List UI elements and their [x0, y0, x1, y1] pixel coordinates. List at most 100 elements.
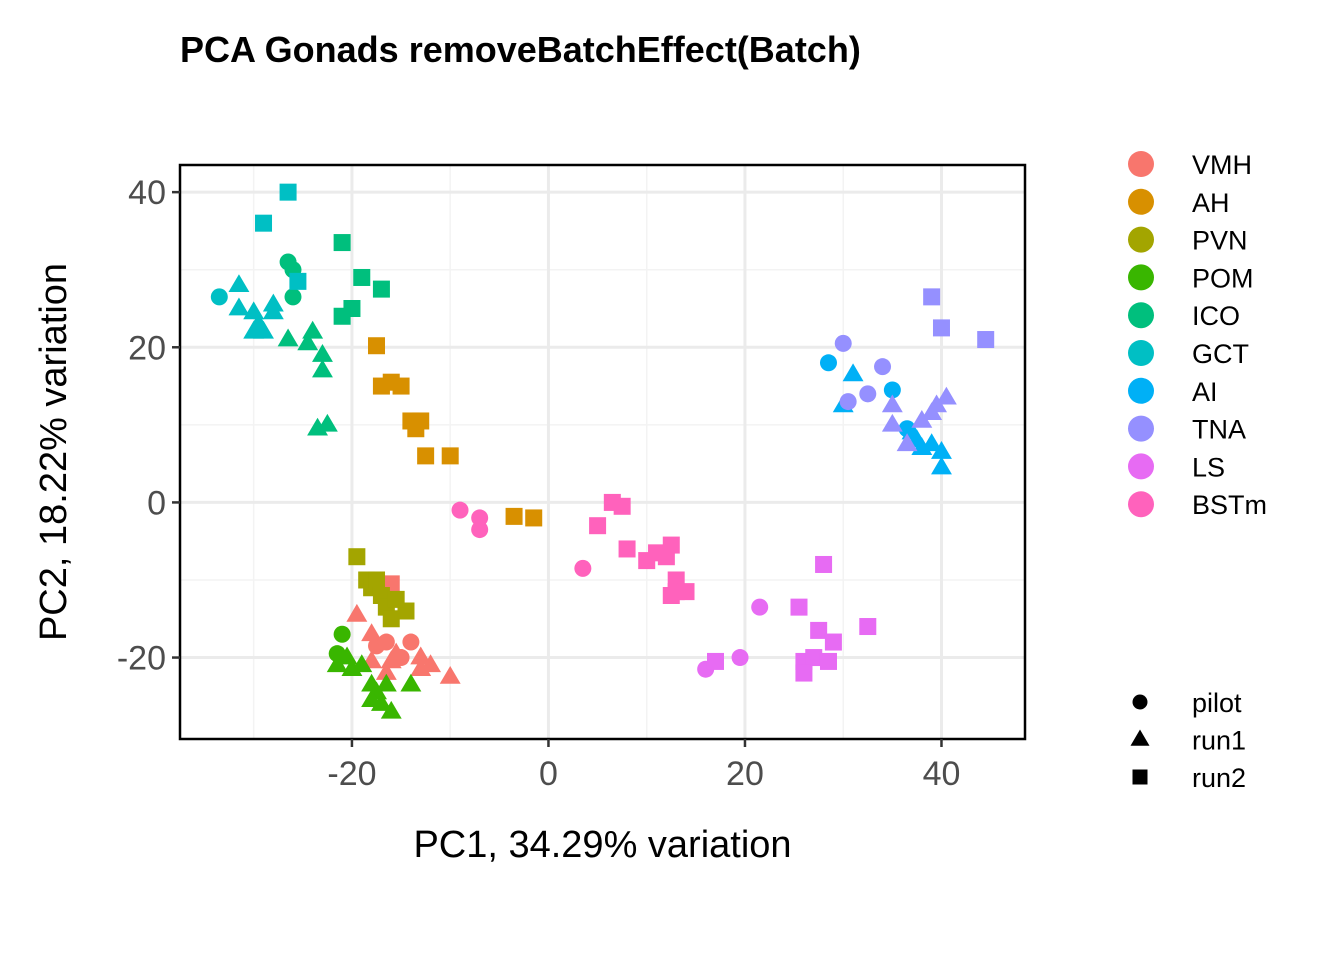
data-point-pom-triangle: [400, 673, 422, 692]
legend-key-ico: [1128, 302, 1154, 329]
data-point-bstm-circle: [451, 501, 469, 519]
data-point-ico-square: [333, 307, 351, 325]
data-point-tna-circle: [839, 393, 857, 411]
legend-item-ico: ICO: [1128, 301, 1240, 331]
data-point-ico-triangle: [297, 332, 319, 351]
legend-item-ah: AH: [1128, 188, 1230, 218]
data-point-bstm-circle: [471, 521, 489, 539]
data-point-vmh-triangle: [439, 665, 461, 684]
data-point-ls-square: [859, 618, 877, 636]
data-point-bstm-circle: [574, 559, 592, 577]
data-point-gct-square: [255, 214, 273, 232]
data-point-tna-triangle: [881, 394, 903, 413]
data-point-pom-triangle: [370, 693, 392, 711]
data-point-ico-triangle: [307, 417, 329, 436]
data-point-tna-circle: [834, 334, 852, 352]
series-vmh: [346, 575, 461, 684]
legend-item-bstm: BSTm: [1128, 490, 1267, 520]
legend-key-ls: [1128, 453, 1154, 480]
x-tick-label: 0: [539, 755, 558, 793]
data-point-ico-triangle: [277, 328, 299, 347]
legend-label: TNA: [1192, 415, 1246, 445]
data-point-ah-square: [525, 509, 543, 527]
data-point-ah-square: [392, 377, 410, 395]
legend-item-vmh: VMH: [1128, 150, 1252, 180]
legend-label: POM: [1192, 263, 1254, 293]
color-legend: VMH AH PVN POM ICO GCT AI TNA LS BSTm: [1128, 150, 1267, 520]
legend-label: ICO: [1192, 301, 1240, 331]
data-point-ico-square: [353, 268, 371, 286]
legend-item-pom: POM: [1128, 263, 1254, 293]
data-point-bstm-square: [589, 517, 607, 535]
legend-label: GCT: [1192, 339, 1249, 369]
data-point-tna-triangle: [896, 433, 918, 452]
data-point-gct-triangle: [262, 301, 284, 320]
data-point-ico-square: [372, 280, 390, 298]
plot-panel: [178, 163, 1027, 741]
legend-label: BSTm: [1192, 490, 1267, 520]
legend-item-gct: GCT: [1128, 339, 1249, 369]
legend-key-gct: [1128, 340, 1154, 366]
legend-key-triangle: [1130, 729, 1150, 746]
data-point-pvn-square: [368, 571, 386, 589]
data-point-tna-circle: [874, 358, 892, 376]
data-point-bstm-square: [613, 497, 631, 515]
data-point-bstm-square: [662, 536, 680, 554]
data-point-bstm-square: [677, 583, 695, 601]
legend-label: AH: [1192, 188, 1230, 218]
data-point-ah-square: [368, 337, 386, 355]
x-tick-label: -20: [327, 755, 376, 793]
data-point-vmh-triangle: [346, 603, 368, 622]
y-tick-label: 0: [147, 484, 166, 522]
data-point-tna-triangle: [926, 394, 948, 413]
data-point-ai-triangle: [921, 433, 943, 452]
legend-item-run2: run2: [1132, 763, 1246, 793]
series-ls: [697, 555, 877, 682]
data-point-gct-triangle: [228, 297, 250, 316]
data-point-ai-triangle: [931, 456, 952, 475]
data-point-ico-square: [333, 234, 351, 252]
data-point-vmh-triangle: [420, 654, 442, 673]
data-point-ls-square: [815, 555, 833, 573]
data-point-ico-circle: [284, 288, 302, 306]
series-ah: [368, 337, 543, 527]
legend-item-run1: run1: [1130, 726, 1246, 756]
legend-item-ls: LS: [1128, 452, 1225, 482]
data-point-gct-square: [289, 272, 307, 290]
plot-panel-background: [180, 165, 1025, 739]
data-point-tna-triangle: [911, 409, 933, 428]
y-axis-title: PC2, 18.22% variation: [33, 263, 75, 641]
legend-key-pvn: [1128, 226, 1154, 253]
data-point-pom-triangle: [380, 700, 402, 719]
x-tick-label: 20: [726, 755, 764, 793]
legend-item-pilot: pilot: [1132, 688, 1242, 718]
data-point-pom-triangle: [326, 654, 348, 673]
data-point-ls-square: [706, 652, 724, 670]
data-point-ah-square: [407, 420, 425, 438]
y-axis: -20 0 20 40: [117, 174, 180, 678]
data-point-gct-triangle: [253, 320, 274, 339]
data-point-tna-square: [923, 288, 941, 306]
series-tna: [834, 288, 995, 452]
x-axis: -20 0 20 40: [327, 739, 960, 793]
y-tick-label: 40: [128, 174, 166, 212]
legend-label: VMH: [1192, 150, 1252, 180]
data-point-gct-square: [279, 183, 297, 201]
data-point-tna-circle: [859, 385, 877, 403]
data-point-ah-square: [505, 507, 523, 525]
data-point-pvn-square: [387, 590, 405, 608]
legend-key-ai: [1128, 377, 1154, 404]
series-pvn: [348, 548, 415, 628]
data-point-ah-square: [441, 447, 459, 465]
data-point-ai-circle: [819, 354, 837, 372]
data-point-pom-triangle: [375, 673, 397, 692]
data-point-ls-square: [819, 652, 837, 670]
legend-item-tna: TNA: [1128, 415, 1246, 445]
series-ico: [277, 234, 390, 436]
data-point-tna-triangle: [881, 413, 903, 432]
legend-label: PVN: [1192, 226, 1248, 256]
data-point-gct-circle: [210, 288, 228, 306]
data-point-vmh-triangle: [361, 623, 383, 642]
data-point-tna-triangle: [935, 386, 957, 405]
